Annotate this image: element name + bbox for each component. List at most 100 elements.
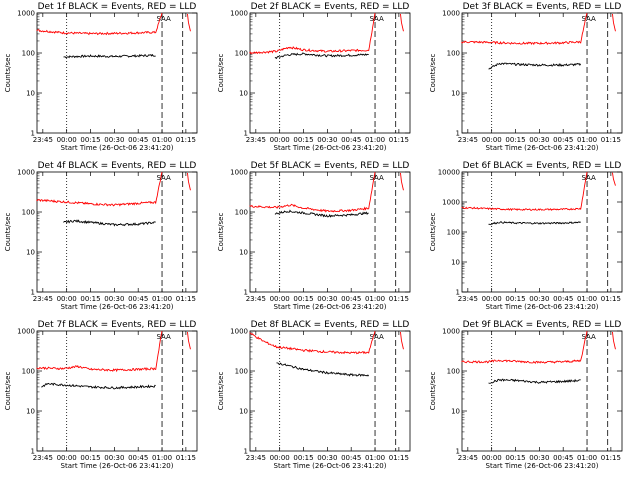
series-line-lld: [249, 171, 376, 213]
x-tick-label: 00:15: [80, 136, 100, 144]
x-tick-label: 00:45: [553, 136, 573, 144]
y-tick-label: 10: [451, 408, 460, 416]
x-tick-label: 01:15: [389, 295, 409, 303]
y-tick-label: 1000: [442, 328, 460, 336]
plot-title: Det 7f BLACK = Events, RED = LLD: [38, 320, 197, 330]
x-tick-label: 01:00: [152, 136, 172, 144]
x-tick-label: 01:00: [577, 454, 597, 462]
y-tick-label: 1: [456, 130, 460, 138]
y-tick-label: 100: [235, 50, 248, 58]
x-tick-label: 00:30: [317, 295, 337, 303]
y-tick-label: 10: [451, 259, 460, 267]
x-tick-label: 23:45: [33, 295, 53, 303]
x-axis-label: Start Time (26-Oct-06 23:41:20): [274, 144, 387, 152]
plot-title: Det 6f BLACK = Events, RED = LLD: [463, 161, 622, 171]
series-line-events: [488, 221, 581, 226]
plot-title: Det 5f BLACK = Events, RED = LLD: [251, 161, 410, 171]
panel-det-9: Det 9f BLACK = Events, RED = LLD 23:45 00:…: [429, 320, 623, 470]
x-tick-label: 00:00: [482, 454, 502, 462]
x-tick-label: 00:45: [128, 295, 148, 303]
y-tick-label: 1000: [17, 169, 35, 177]
y-axis-label: Counts/sec: [429, 372, 437, 411]
x-tick-label: 00:15: [293, 295, 313, 303]
x-tick-label: 00:45: [553, 454, 573, 462]
x-tick-label: 00:15: [505, 136, 525, 144]
x-tick-label: 00:00: [57, 454, 77, 462]
panel-det-3: Det 3f BLACK = Events, RED = LLD 23:45 00:…: [429, 2, 623, 152]
series-line-lld: [249, 12, 376, 55]
saa-annotation: SAA: [369, 15, 384, 23]
y-tick-label: 10: [239, 249, 248, 257]
x-tick-label: 00:15: [293, 136, 313, 144]
y-tick-label: 100: [22, 50, 35, 58]
series-tail-lld: [187, 13, 191, 32]
series-line-events: [488, 62, 582, 70]
x-tick-label: 00:15: [293, 454, 313, 462]
x-tick-label: 01:00: [577, 295, 597, 303]
y-tick-label: 100: [22, 368, 35, 376]
series-line-events: [276, 362, 370, 377]
series-tail-lld: [612, 172, 616, 186]
series-line-events: [274, 52, 369, 60]
plot-frame: [36, 171, 198, 293]
x-tick-label: 01:15: [601, 136, 621, 144]
saa-annotation: SAA: [369, 174, 384, 182]
y-tick-label: 10: [26, 249, 35, 257]
plot-frame: [461, 171, 623, 293]
x-axis-label: Start Time (26-Oct-06 23:41:20): [486, 144, 599, 152]
x-tick-label: 00:30: [317, 136, 337, 144]
x-tick-label: 23:45: [458, 136, 478, 144]
x-tick-label: 00:15: [80, 295, 100, 303]
x-tick-label: 00:30: [104, 454, 124, 462]
x-tick-label: 23:45: [246, 136, 266, 144]
x-axis-label: Start Time (26-Oct-06 23:41:20): [274, 462, 387, 470]
plot-title: Det 9f BLACK = Events, RED = LLD: [463, 320, 622, 330]
x-tick-label: 01:00: [577, 136, 597, 144]
y-tick-label: 1000: [442, 199, 460, 207]
series-tail-lld: [400, 13, 404, 32]
series-line-events: [63, 219, 156, 227]
saa-annotation: SAA: [581, 15, 596, 23]
x-tick-label: 00:00: [482, 136, 502, 144]
x-tick-label: 00:30: [529, 454, 549, 462]
x-tick-label: 00:15: [505, 295, 525, 303]
panel-det-4: Det 4f BLACK = Events, RED = LLD 23:45 00:…: [4, 161, 198, 311]
y-tick-label: 10: [451, 90, 460, 98]
y-tick-label: 10: [26, 408, 35, 416]
x-tick-label: 01:00: [152, 295, 172, 303]
panel-det-1: Det 1f BLACK = Events, RED = LLD 23:45 00:…: [4, 2, 198, 152]
panel-det-8: Det 8f BLACK = Events, RED = LLD 23:45 00:…: [217, 320, 411, 470]
y-axis-label: Counts/sec: [4, 372, 12, 411]
series-tail-lld: [187, 172, 191, 191]
series-line-events: [488, 378, 581, 384]
y-tick-label: 1: [244, 289, 248, 297]
y-tick-label: 10: [26, 90, 35, 98]
saa-annotation: SAA: [156, 15, 171, 23]
plot-frame: [36, 12, 198, 134]
x-tick-label: 01:00: [365, 454, 385, 462]
y-tick-label: 1: [31, 130, 35, 138]
y-axis-label: Counts/sec: [217, 213, 225, 252]
x-tick-label: 00:15: [80, 454, 100, 462]
x-tick-label: 00:30: [529, 136, 549, 144]
x-tick-label: 00:00: [57, 136, 77, 144]
x-tick-label: 00:00: [482, 295, 502, 303]
y-tick-label: 1: [244, 130, 248, 138]
x-tick-label: 00:45: [128, 136, 148, 144]
x-tick-label: 00:30: [104, 136, 124, 144]
x-axis-label: Start Time (26-Oct-06 23:41:20): [61, 462, 174, 470]
y-axis-label: Counts/sec: [4, 54, 12, 93]
y-tick-label: 1000: [230, 169, 248, 177]
y-tick-label: 10: [239, 90, 248, 98]
x-tick-label: 01:00: [365, 295, 385, 303]
x-axis-label: Start Time (26-Oct-06 23:41:20): [61, 144, 174, 152]
y-tick-label: 1000: [230, 328, 248, 336]
y-tick-label: 100: [235, 368, 248, 376]
y-axis-label: Counts/sec: [4, 213, 12, 252]
saa-annotation: SAA: [581, 174, 596, 182]
y-tick-label: 1000: [17, 10, 35, 18]
x-tick-label: 00:30: [529, 295, 549, 303]
plot-frame: [36, 330, 198, 452]
plot-title: Det 1f BLACK = Events, RED = LLD: [38, 2, 197, 12]
